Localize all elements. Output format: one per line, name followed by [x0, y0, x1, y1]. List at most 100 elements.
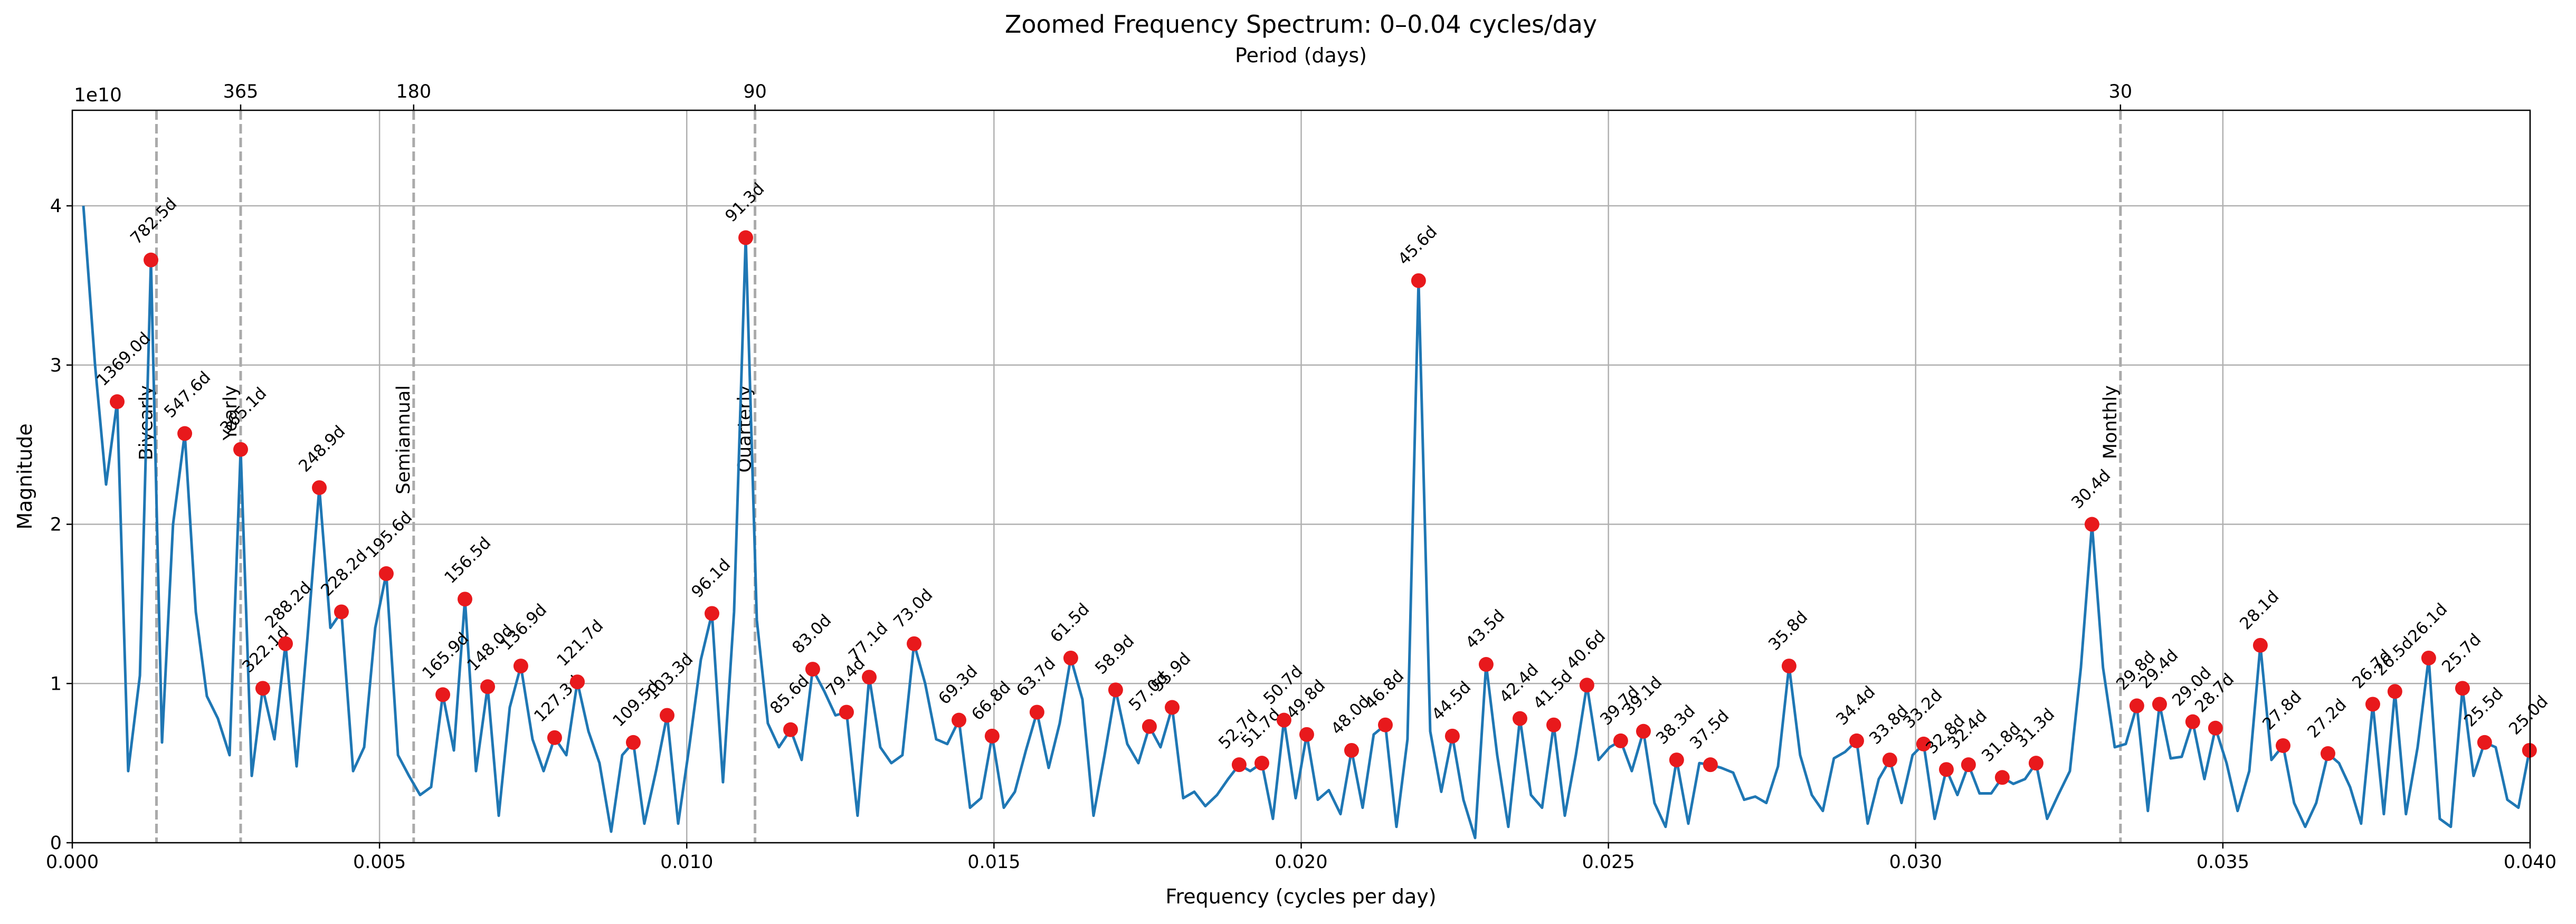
chart-title: Zoomed Frequency Spectrum: 0–0.04 cycles… — [1005, 10, 1597, 39]
peak-label: 1369.0d — [93, 329, 154, 390]
peak-marker — [547, 730, 562, 745]
spectrum-line — [82, 205, 2531, 840]
top-tick-label: 30 — [2109, 81, 2133, 102]
reference-label: Yearly — [220, 385, 241, 441]
peak-marker — [1478, 657, 1494, 672]
peak-marker — [2084, 517, 2099, 532]
y-axis-label: Magnitude — [13, 423, 36, 529]
x-tick-label: 0.005 — [353, 852, 406, 873]
peak-marker — [1142, 719, 1157, 734]
peak-marker — [952, 712, 967, 728]
peak-marker — [513, 659, 528, 674]
peak-marker — [1344, 742, 1359, 758]
peak-marker — [839, 704, 854, 720]
peak-marker — [109, 394, 125, 409]
x-tick-label: 0.035 — [2197, 852, 2249, 873]
y-tick-label: 4 — [50, 196, 62, 217]
peak-marker — [1961, 757, 1976, 773]
peak-marker — [278, 636, 293, 651]
y-tick-label: 3 — [50, 355, 62, 376]
x-tick-label: 0.000 — [46, 852, 99, 873]
peak-label: 69.3d — [935, 662, 981, 708]
peak-marker — [435, 687, 451, 702]
peak-marker — [1276, 712, 1291, 728]
peak-marker — [2320, 746, 2335, 761]
top-axis-label: Period (days) — [1235, 44, 1367, 67]
peak-label: 83.0d — [788, 611, 835, 658]
peak-marker — [378, 566, 394, 582]
peak-label: 58.9d — [1091, 632, 1138, 678]
peak-marker — [659, 708, 674, 723]
peak-label: 63.7d — [1013, 654, 1059, 700]
peak-marker — [2185, 714, 2200, 729]
peak-marker — [1579, 678, 1594, 693]
peak-marker — [1916, 736, 1931, 751]
peak-marker — [2455, 681, 2470, 696]
peak-marker — [625, 735, 641, 750]
peak-marker — [2208, 720, 2223, 736]
peak-marker — [1938, 762, 1954, 777]
peak-marker — [1063, 650, 1078, 665]
peak-marker — [1411, 273, 1426, 288]
peak-marker — [1703, 757, 1718, 773]
peak-label: 195.6d — [362, 508, 416, 562]
peak-label: 46.8d — [1361, 666, 1408, 713]
peak-marker — [2129, 698, 2144, 713]
y-offset-label: 1e10 — [74, 84, 122, 106]
peak-marker — [334, 604, 349, 620]
peak-marker — [2152, 697, 2167, 712]
top-tick-label: 365 — [223, 81, 259, 102]
x-tick-label: 0.030 — [1889, 852, 1942, 873]
peak-marker — [907, 636, 922, 651]
peak-marker — [2028, 756, 2043, 771]
peak-label: 44.5d — [1428, 678, 1475, 724]
peak-marker — [1669, 752, 1684, 768]
peak-marker — [312, 480, 327, 496]
peak-label: 96.1d — [688, 555, 734, 602]
peak-label: 25.7d — [2438, 630, 2485, 677]
reference-label: Monthly — [2100, 385, 2121, 459]
peak-marker — [2387, 684, 2402, 699]
peak-marker — [2275, 738, 2290, 753]
x-axis-label: Frequency (cycles per day) — [1165, 885, 1436, 908]
peak-marker — [570, 674, 585, 690]
peak-label: 782.5d — [127, 194, 180, 248]
peak-marker — [1613, 733, 1628, 748]
peak-label: 165.9d — [419, 629, 472, 683]
peak-label: 85.6d — [766, 671, 813, 718]
peak-marker — [144, 252, 159, 268]
peak-marker — [1165, 700, 1180, 715]
peak-label: 43.5d — [1462, 606, 1508, 653]
y-tick-label: 2 — [50, 515, 62, 536]
peak-label: 61.5d — [1047, 599, 1093, 646]
peak-marker — [2252, 637, 2268, 653]
peak-marker — [1444, 728, 1460, 744]
peak-marker — [805, 662, 820, 677]
peak-marker — [984, 728, 1000, 744]
peak-label: 77.1d — [845, 619, 891, 665]
peak-label: 40.6d — [1563, 627, 1609, 673]
top-tick-label: 90 — [743, 81, 767, 102]
peak-marker — [1378, 717, 1393, 732]
peak-label: 66.8d — [968, 678, 1014, 724]
peak-marker — [1231, 757, 1247, 773]
peak-marker — [2365, 697, 2380, 712]
peak-label: 34.4d — [1832, 682, 1879, 729]
peak-label: 35.8d — [1765, 608, 1811, 654]
peak-marker — [457, 592, 472, 607]
top-tick-label: 180 — [396, 81, 431, 102]
peak-marker — [704, 606, 719, 621]
peak-label: 33.2d — [1899, 685, 1946, 732]
peak-marker — [233, 442, 249, 457]
peak-marker — [1781, 659, 1796, 674]
peak-marker — [2421, 650, 2436, 665]
peak-marker — [862, 670, 877, 685]
peak-marker — [1299, 727, 1314, 742]
reference-label: Semiannual — [393, 385, 414, 494]
peak-label: 25.0d — [2505, 692, 2552, 738]
peak-marker — [1254, 756, 1269, 771]
peak-marker — [1994, 770, 2010, 785]
x-tick-label: 0.020 — [1275, 852, 1327, 873]
